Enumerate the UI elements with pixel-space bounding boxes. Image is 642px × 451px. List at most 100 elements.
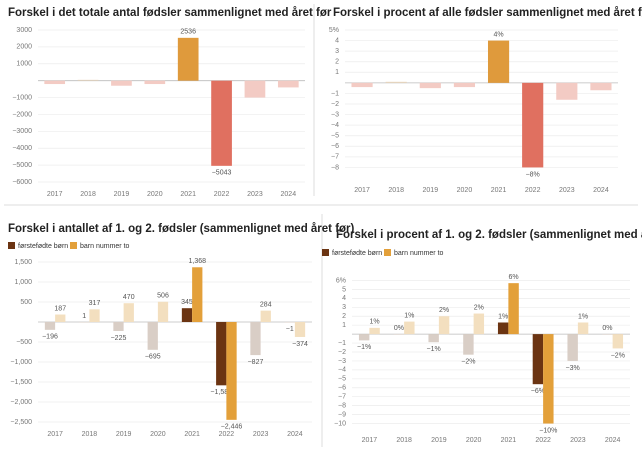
x-tick-label: 2019 — [423, 187, 439, 194]
bar — [602, 334, 613, 335]
y-tick-label: −8 — [331, 164, 339, 171]
value-label: −5043 — [212, 170, 232, 177]
bar — [532, 334, 544, 385]
value-label: 345 — [181, 299, 193, 306]
y-tick-label: 1000 — [16, 61, 32, 68]
value-label: −695 — [145, 354, 161, 361]
y-tick-label: −5000 — [12, 162, 32, 169]
value-label: 317 — [89, 300, 101, 307]
y-tick-label: 1 — [335, 69, 339, 76]
value-label: 1,368 — [188, 258, 206, 265]
bar — [123, 303, 134, 322]
value-label: 470 — [123, 294, 135, 301]
bar — [181, 308, 193, 322]
y-tick-label: −6 — [331, 143, 339, 150]
bar — [226, 322, 237, 420]
x-tick-label: 2021 — [491, 187, 507, 194]
y-tick-label: 2 — [335, 59, 339, 66]
y-tick-label: −1 — [331, 90, 339, 97]
value-label: −225 — [111, 335, 127, 342]
x-tick-label: 2023 — [559, 187, 575, 194]
bar — [567, 334, 578, 361]
y-tick-label: 2000 — [16, 44, 32, 51]
legend-swatch — [70, 242, 77, 249]
bar — [79, 321, 90, 323]
chart-title: Forskel i procent af 1. og 2. fødsler (s… — [336, 229, 642, 241]
x-tick-label: 2018 — [82, 431, 98, 438]
y-tick-label: 3 — [335, 48, 339, 55]
value-label: −2,446 — [221, 424, 243, 431]
x-tick-label: 2020 — [466, 437, 482, 444]
bar — [260, 310, 271, 322]
y-tick-label: 4 — [335, 37, 339, 44]
bar — [177, 37, 199, 81]
bar — [438, 316, 450, 335]
x-tick-label: 2018 — [388, 187, 404, 194]
value-label: 1% — [370, 319, 380, 326]
bar — [590, 82, 612, 91]
y-tick-label: −3000 — [12, 128, 32, 135]
bar — [612, 334, 624, 349]
value-label: −2% — [461, 359, 475, 366]
bar — [404, 321, 415, 335]
x-tick-label: 2020 — [457, 187, 473, 194]
x-tick-label: 2022 — [525, 187, 541, 194]
y-tick-label: 5% — [329, 27, 339, 34]
bar — [369, 327, 380, 335]
y-tick-label: 3000 — [16, 27, 32, 34]
y-tick-label: 6% — [336, 277, 346, 284]
bar — [113, 322, 124, 331]
y-tick-label: −3 — [331, 111, 339, 118]
value-label: 284 — [260, 301, 272, 308]
x-tick-label: 2019 — [431, 437, 447, 444]
y-tick-label: −7 — [338, 394, 346, 401]
bar — [250, 322, 261, 356]
bar — [453, 82, 476, 88]
x-tick-label: 2018 — [396, 437, 412, 444]
bar — [556, 82, 578, 100]
value-label: −1% — [427, 346, 441, 353]
bar — [44, 80, 66, 85]
y-tick-label: −4000 — [12, 145, 32, 152]
bar — [77, 79, 99, 81]
legend-swatch — [8, 242, 15, 249]
value-label: −6% — [531, 388, 545, 395]
bar — [358, 334, 370, 341]
chart-title: Forskel i procent af alle fødsler sammen… — [333, 7, 642, 19]
y-tick-label: −2,000 — [10, 399, 32, 406]
x-tick-label: 2022 — [214, 191, 230, 198]
y-tick-label: −2 — [338, 349, 346, 356]
bar — [385, 81, 407, 83]
x-tick-label: 2023 — [570, 437, 586, 444]
legend-label: barn nummer to — [80, 243, 130, 250]
y-tick-label: −1 — [338, 340, 346, 347]
y-tick-label: 2 — [342, 313, 346, 320]
value-label: −1% — [357, 344, 371, 351]
value-label: 187 — [54, 305, 66, 312]
legend-label: barn nummer to — [394, 250, 444, 257]
y-tick-label: −5 — [338, 376, 346, 383]
value-label: −827 — [248, 359, 264, 366]
value-label: 6% — [509, 274, 519, 281]
value-label: 506 — [157, 293, 169, 300]
value-label: 4% — [494, 31, 504, 38]
value-label: −1,583 — [210, 389, 232, 396]
bar — [463, 334, 474, 355]
chart-title: Forskel i det totale antal fødsler samme… — [8, 7, 332, 19]
y-tick-label: −1,000 — [10, 359, 32, 366]
value-label: 2% — [474, 304, 484, 311]
y-tick-label: −2,500 — [10, 419, 32, 426]
bar — [157, 301, 169, 322]
legend-label: førstefødte børn — [18, 243, 68, 250]
value-label: −196 — [42, 334, 58, 341]
x-tick-label: 2024 — [605, 437, 621, 444]
value-label: −8% — [526, 171, 540, 178]
bar — [111, 80, 132, 86]
value-label: 1% — [498, 313, 508, 320]
value-label: −3% — [566, 365, 580, 372]
x-tick-label: 2021 — [501, 437, 517, 444]
y-tick-label: 500 — [20, 299, 32, 306]
y-tick-label: −7 — [331, 154, 339, 161]
value-label: −374 — [292, 341, 308, 348]
